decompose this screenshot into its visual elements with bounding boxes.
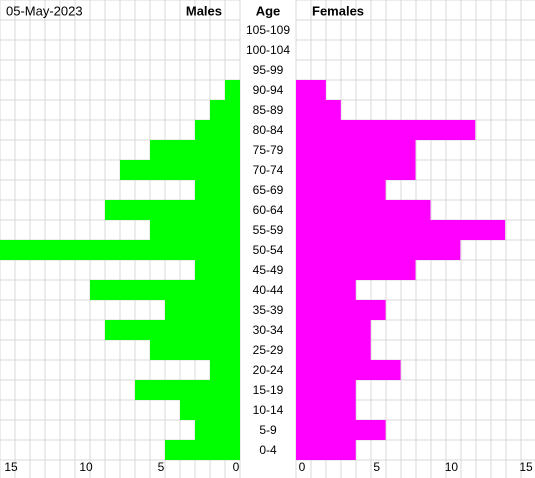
bar: [150, 220, 240, 240]
x-tick-label: 0: [233, 460, 240, 474]
category-label: 60-64: [253, 203, 284, 217]
bar: [296, 200, 431, 220]
bar: [105, 200, 240, 220]
chart-title: 05-May-2023: [6, 3, 83, 18]
category-label: 100-104: [246, 43, 290, 57]
x-tick-label: 5: [373, 460, 380, 474]
x-tick-label: 15: [519, 460, 533, 474]
x-tick-label: 15: [4, 460, 18, 474]
bar: [296, 420, 386, 440]
bar: [296, 260, 416, 280]
bar: [150, 340, 240, 360]
bar: [296, 160, 416, 180]
category-label: 0-4: [259, 443, 277, 457]
category-label: 105-109: [246, 23, 290, 37]
bar: [120, 160, 240, 180]
x-tick-label: 5: [158, 460, 165, 474]
legend-males: Males: [186, 3, 222, 18]
category-label: 5-9: [259, 423, 277, 437]
bar: [296, 300, 386, 320]
category-label: 65-69: [253, 183, 284, 197]
x-tick-label: 10: [445, 460, 459, 474]
bar: [225, 80, 240, 100]
bar: [296, 400, 356, 420]
bar: [90, 280, 240, 300]
category-label: 10-14: [253, 403, 284, 417]
bar: [296, 380, 356, 400]
bar: [180, 400, 240, 420]
bar: [195, 180, 240, 200]
bar: [296, 180, 386, 200]
bar: [210, 360, 240, 380]
category-label: 75-79: [253, 143, 284, 157]
legend-females: Females: [312, 3, 364, 18]
bar: [165, 440, 240, 460]
age-column: [240, 0, 296, 478]
category-label: 90-94: [253, 83, 284, 97]
bar: [296, 80, 326, 100]
bar: [296, 440, 356, 460]
category-label: 95-99: [253, 63, 284, 77]
bar: [195, 260, 240, 280]
bar: [296, 100, 341, 120]
bars: [0, 80, 506, 460]
bar: [135, 380, 240, 400]
bar: [165, 300, 240, 320]
bar: [195, 120, 240, 140]
category-label: 55-59: [253, 223, 284, 237]
bar: [296, 320, 371, 340]
category-label: 40-44: [253, 283, 284, 297]
category-label: 80-84: [253, 123, 284, 137]
x-tick-label: 10: [79, 460, 93, 474]
bar: [296, 120, 476, 140]
category-label: 35-39: [253, 303, 284, 317]
category-label: 25-29: [253, 343, 284, 357]
category-label: 30-34: [253, 323, 284, 337]
category-label: 50-54: [253, 243, 284, 257]
x-tick-label: 0: [299, 460, 306, 474]
bar: [0, 240, 240, 260]
bar: [210, 100, 240, 120]
bar: [296, 240, 461, 260]
category-label: 20-24: [253, 363, 284, 377]
category-label: 85-89: [253, 103, 284, 117]
bar: [296, 340, 371, 360]
category-label: 45-49: [253, 263, 284, 277]
bar: [195, 420, 240, 440]
bar: [296, 280, 356, 300]
bar: [105, 320, 240, 340]
category-label: 70-74: [253, 163, 284, 177]
bar: [150, 140, 240, 160]
category-label: Age: [256, 3, 281, 18]
bar: [296, 140, 416, 160]
bar: [296, 220, 506, 240]
bar: [296, 360, 401, 380]
category-label: 15-19: [253, 383, 284, 397]
